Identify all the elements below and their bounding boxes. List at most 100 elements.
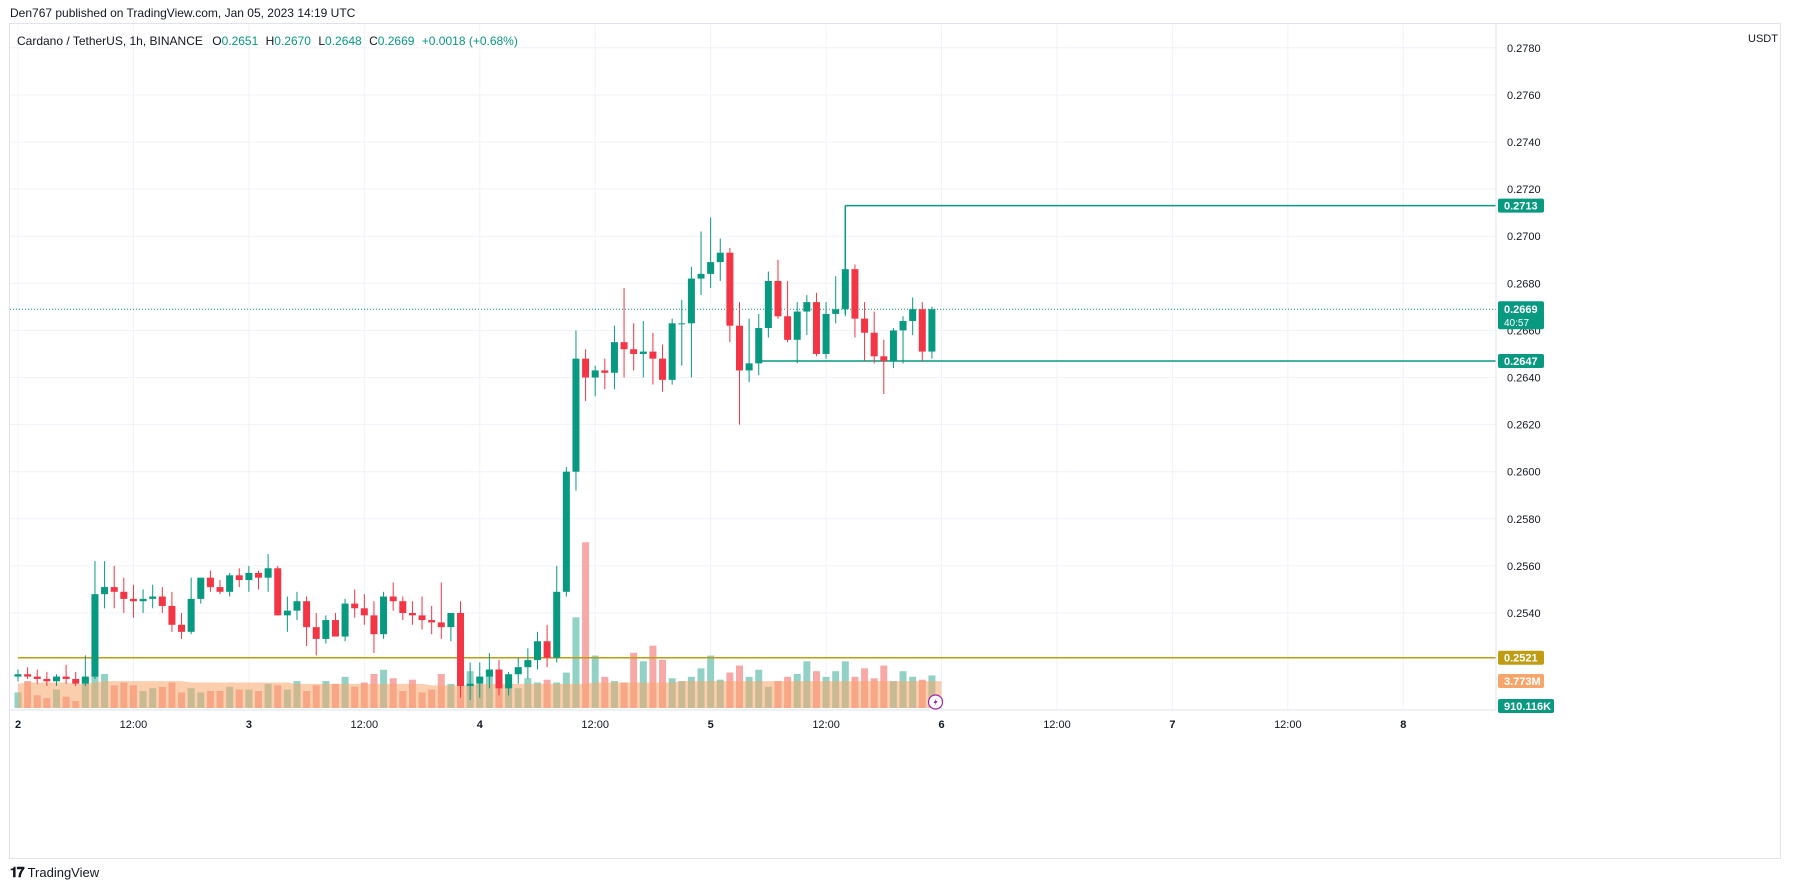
time-tick-label: 5 <box>708 719 714 731</box>
last-price-badge: 0.2669 <box>1504 304 1538 316</box>
candle-body <box>91 594 99 677</box>
candle-body <box>784 316 792 340</box>
symbol-title: Cardano / TetherUS, 1h, BINANCE <box>17 34 203 48</box>
price-tick-label: 0.2780 <box>1507 43 1541 55</box>
candle-body <box>341 603 349 637</box>
candle-body <box>149 596 157 599</box>
candle-body <box>101 587 109 595</box>
candle-body <box>582 358 590 378</box>
time-tick-label: 7 <box>1169 719 1175 731</box>
candle-body <box>283 610 291 616</box>
tradingview-logo[interactable]: 𝟏𝟕 TradingView <box>10 864 99 881</box>
candle-body <box>303 601 311 628</box>
candle-body <box>110 587 118 592</box>
candle-body <box>370 615 378 635</box>
candle-body <box>139 598 147 602</box>
candle-body <box>293 601 301 611</box>
candle-body <box>764 280 772 329</box>
time-tick-label: 12:00 <box>120 719 148 731</box>
high-key: H <box>265 34 275 48</box>
candle-body <box>178 624 186 632</box>
candle-body <box>687 278 695 324</box>
level-badge-bg <box>1498 198 1544 213</box>
candle-body <box>331 620 339 637</box>
time-tick-label: 12:00 <box>812 719 840 731</box>
time-tick-label: 6 <box>938 719 944 731</box>
volume-bar <box>582 542 590 708</box>
price-tick-label: 0.2580 <box>1507 514 1541 526</box>
candle-body <box>399 601 407 613</box>
candle-body <box>120 591 128 599</box>
candle-body <box>14 674 22 677</box>
candle-body <box>736 325 743 371</box>
tradingview-logo-icon: 𝟏𝟕 <box>10 864 25 880</box>
candle-body <box>889 330 897 362</box>
candle-body <box>129 598 137 602</box>
candle-body <box>851 269 859 319</box>
candle-body <box>812 302 820 354</box>
candle-body <box>24 674 32 677</box>
candle-body <box>707 262 715 274</box>
candle-body <box>158 596 166 606</box>
candle-body <box>408 613 416 616</box>
candle-body <box>678 323 686 325</box>
price-tick-label: 0.2760 <box>1507 90 1541 102</box>
candle-body <box>437 622 445 628</box>
candle-body <box>909 309 917 321</box>
candle-body <box>380 596 388 635</box>
time-tick-label: 8 <box>1400 719 1406 731</box>
time-tick-label: 12:00 <box>351 719 379 731</box>
candle-body <box>841 269 849 310</box>
candle-body <box>466 683 474 687</box>
candle-body <box>572 358 580 472</box>
level-badge: 0.2521 <box>1504 653 1538 665</box>
candle-body <box>235 575 243 581</box>
candle-body <box>81 676 89 684</box>
candle-body <box>457 613 465 687</box>
close-value: 0.2669 <box>377 34 415 48</box>
candle-body <box>899 320 907 331</box>
price-tick-label: 0.2680 <box>1507 278 1541 290</box>
candle-body <box>832 309 840 314</box>
candle-body <box>726 252 734 326</box>
candle-body <box>514 667 522 675</box>
candle-body <box>928 309 936 352</box>
candle-body <box>476 676 484 684</box>
time-tick-label: 12:00 <box>581 719 609 731</box>
time-tick-label: 2 <box>15 719 21 731</box>
volume-badge-bg <box>1498 699 1554 713</box>
candle-body <box>72 678 80 684</box>
candle-body <box>245 572 253 581</box>
volume-bar <box>649 645 657 708</box>
chart-legend: Cardano / TetherUS, 1h, BINANCE O0.2651 … <box>17 34 518 48</box>
candle-body <box>880 356 888 362</box>
time-tick-label: 3 <box>246 719 252 731</box>
candle-body <box>620 342 628 350</box>
candle-body <box>668 323 676 380</box>
candle-body <box>206 577 214 588</box>
price-tick-label: 0.2700 <box>1507 231 1541 243</box>
price-tick-label: 0.2620 <box>1507 420 1541 432</box>
candle-body <box>543 641 551 658</box>
price-tick-label: 0.2720 <box>1507 184 1541 196</box>
candle-body <box>533 641 541 661</box>
candle-body <box>755 328 763 364</box>
candle-body <box>216 587 224 592</box>
volume-bar <box>591 655 599 708</box>
candle-body <box>495 669 503 689</box>
high-value: 0.2670 <box>274 34 311 48</box>
candle-body <box>918 309 926 352</box>
candle-body <box>649 351 657 359</box>
brand-label: TradingView <box>27 865 100 880</box>
candle-body <box>312 627 320 639</box>
volume-bar <box>572 617 580 708</box>
candle-body <box>630 349 638 354</box>
chart-frame[interactable] <box>9 23 1781 859</box>
candle-body <box>697 273 705 279</box>
open-key: O <box>212 34 222 48</box>
price-tick-label: 0.2560 <box>1507 561 1541 573</box>
candle-body <box>255 572 262 578</box>
low-value: 0.2648 <box>325 34 362 48</box>
volume-ma-badge: 3.773M <box>1504 676 1541 688</box>
